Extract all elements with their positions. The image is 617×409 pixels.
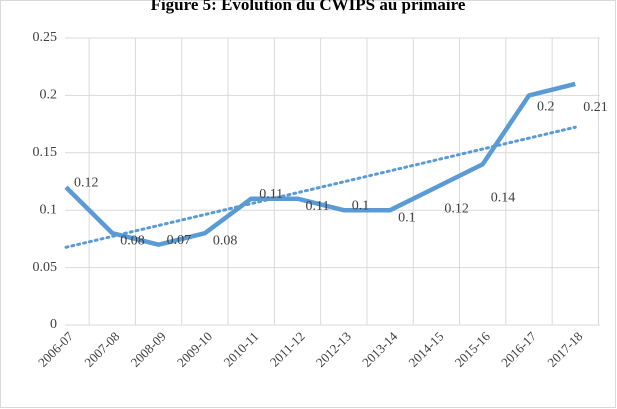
y-tick-label: 0.1 xyxy=(40,202,58,217)
data-label: 0.08 xyxy=(120,233,145,248)
y-tick-label: 0 xyxy=(50,317,57,332)
trend-line xyxy=(64,125,577,249)
data-label: 0.1 xyxy=(398,210,416,225)
y-tick-label: 0.2 xyxy=(40,88,58,103)
data-label: 0.07 xyxy=(167,233,192,248)
y-tick-label: 0.25 xyxy=(33,30,58,45)
data-label: 0.14 xyxy=(491,190,516,205)
data-label: 0.2 xyxy=(537,100,555,115)
y-tick-label: 0.05 xyxy=(33,260,58,275)
data-label: 0.11 xyxy=(306,199,330,214)
data-line xyxy=(64,81,576,247)
data-label: 0.21 xyxy=(583,100,608,115)
y-tick-label: 0.15 xyxy=(33,145,58,160)
data-label: 0.08 xyxy=(213,233,238,248)
data-label: 0.11 xyxy=(259,187,283,202)
data-label: 0.12 xyxy=(444,201,469,216)
data-label: 0.12 xyxy=(74,175,99,190)
data-label: 0.1 xyxy=(352,198,370,213)
chart-title: Figure 5: Evolution du CWIPS au primaire xyxy=(151,0,466,14)
